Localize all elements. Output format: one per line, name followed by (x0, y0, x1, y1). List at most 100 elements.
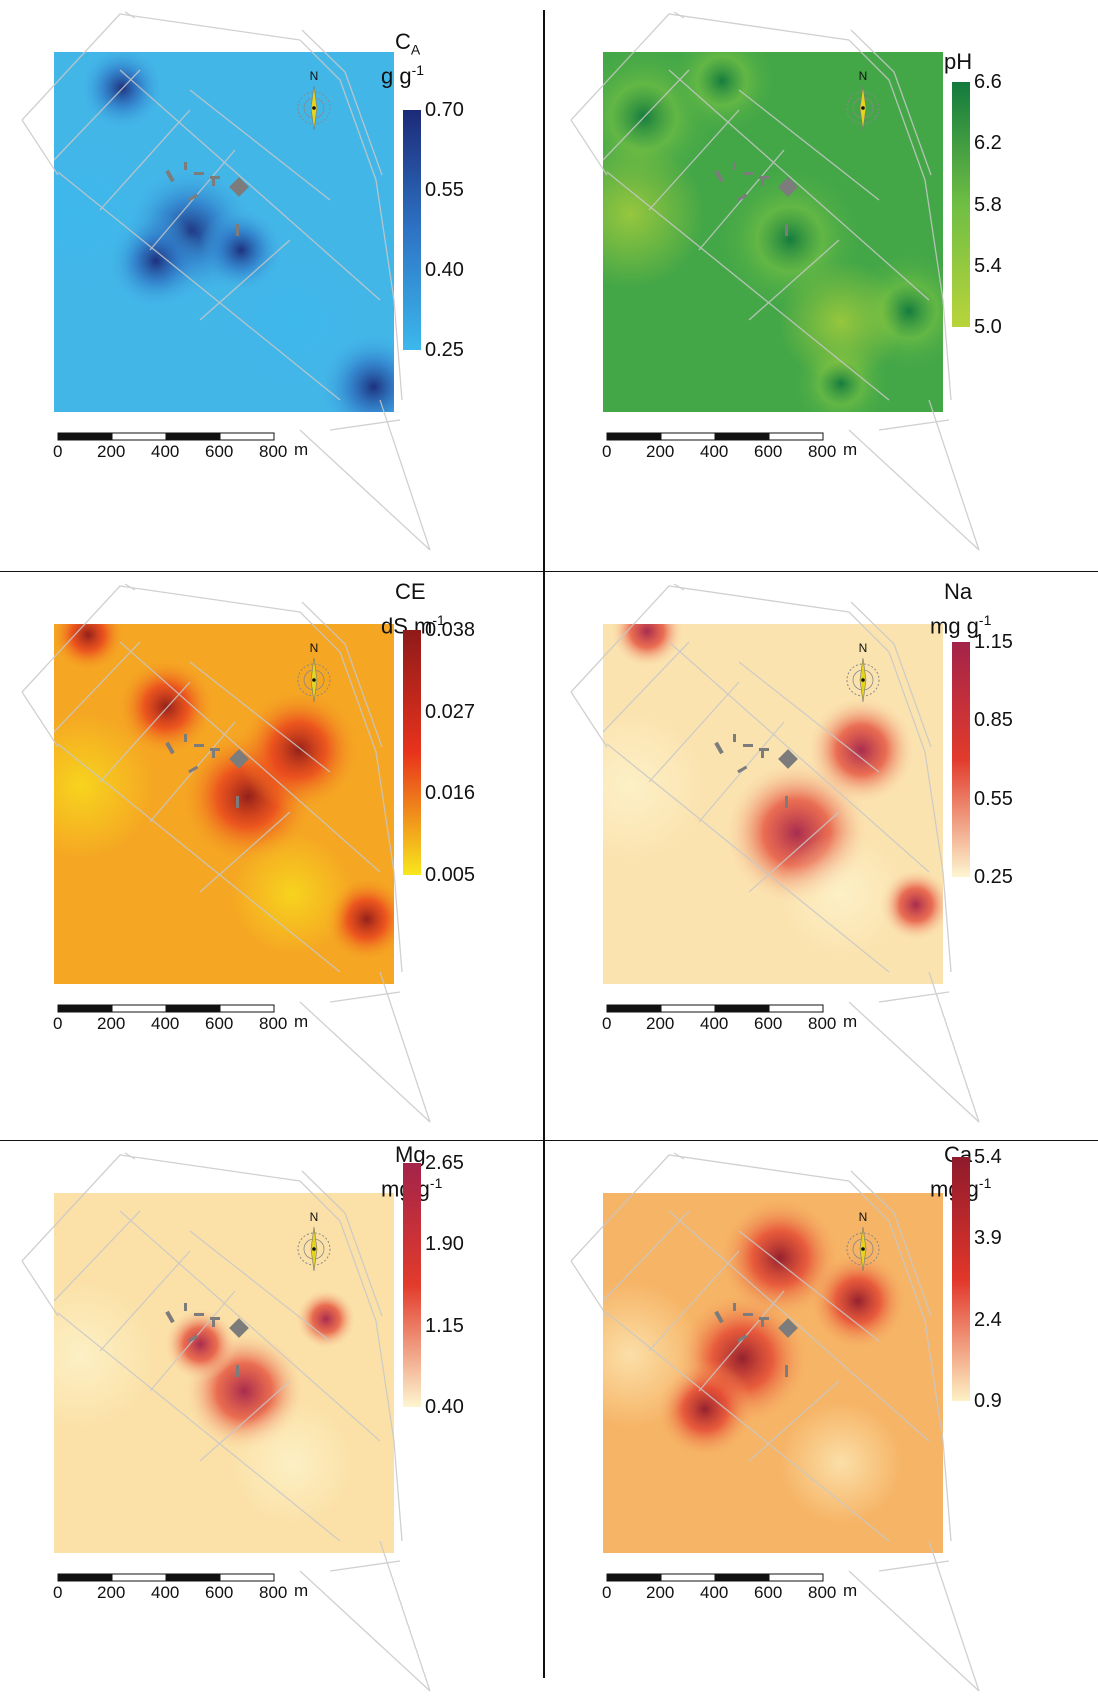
scale-bar-label: 200 (97, 1014, 126, 1033)
legend-tick-label: 5.4 (974, 254, 1002, 277)
compass-rose-icon: N (846, 1210, 880, 1272)
scale-bar-label: 600 (205, 1014, 234, 1033)
legend-tick-label: 6.2 (974, 132, 1002, 155)
color-scale-bar (403, 110, 421, 350)
scale-bar-unit: m (843, 1012, 858, 1031)
compass-north-label: N (310, 641, 319, 655)
horizontal-divider-top-left (0, 571, 543, 572)
hotspot (295, 1288, 357, 1350)
hotspot (117, 657, 216, 756)
legend-title-text: pH (944, 49, 973, 74)
legend-tick-label: 2.4 (974, 1308, 1002, 1331)
map-canvas: N (21, 583, 431, 1123)
scale-bar-label: 400 (700, 1014, 729, 1033)
color-scale-bar (952, 82, 970, 327)
legend-unit-superscript: -1 (978, 1175, 992, 1191)
parcel-boundaries (21, 583, 431, 1123)
map-panel-na: N Na mg g-1 1.15 0.85 0.55 0.25 0 200 400 600 800 m (549, 572, 1098, 1132)
scale-bar-label: 200 (646, 442, 675, 461)
scale-bar-label: 0 (53, 1583, 63, 1602)
legend-tick-label: 0.027 (425, 700, 476, 723)
scale-bar-unit: m (843, 440, 858, 459)
legend-tick-label: 0.55 (425, 179, 464, 201)
color-scale-bar (403, 630, 421, 875)
horizontal-divider-bottom-left (0, 1140, 543, 1141)
legend-tick-label: 0.70 (425, 99, 464, 121)
scale-bar (606, 1573, 824, 1582)
scale-bar-label: 200 (646, 1014, 675, 1033)
map-canvas: N (570, 583, 980, 1123)
hotspot (806, 694, 917, 806)
legend-tick-label: 1.15 (425, 1314, 464, 1337)
compass-rose-icon: N (846, 641, 880, 703)
legend-tick-label: 0.25 (974, 866, 1013, 888)
hotspot (237, 688, 360, 812)
parcel-boundaries (570, 11, 980, 551)
legend-unit: mg g-1 (930, 608, 991, 638)
map-panel-ca2: N Ca mg g-1 5.4 3.9 2.4 0.9 0 200 400 600 800 m (549, 1141, 1098, 1701)
scale-bar-unit: m (843, 1581, 858, 1600)
buildings (714, 1303, 798, 1377)
scale-bar-label: 400 (700, 442, 729, 461)
legend-tick-label: 1.90 (425, 1233, 464, 1256)
scale-bar-label: 400 (700, 1583, 729, 1602)
legend-tick-label: 6.6 (974, 71, 1002, 93)
legend-unit-superscript: -1 (432, 612, 445, 628)
legend-title-text: Mg (395, 1142, 426, 1167)
legend-tick-label: 0.40 (425, 259, 464, 281)
scale-bar-label: 0 (602, 442, 612, 461)
horizontal-divider-top-right (545, 571, 1098, 572)
scale-bar-label: 600 (754, 1014, 783, 1033)
parcel-boundaries (570, 1152, 980, 1692)
map-canvas: N (570, 11, 980, 551)
compass-north-label: N (310, 69, 319, 83)
scale-bar-label: 200 (646, 1583, 675, 1602)
map-canvas: N (21, 11, 431, 551)
color-scale-bar (403, 1163, 421, 1407)
legend-tick-label: 5.4 (974, 1146, 1002, 1168)
legend-title: pH (944, 50, 972, 74)
parcel-boundaries (21, 1152, 431, 1692)
scale-bar-unit: m (294, 1581, 309, 1600)
vertical-divider (543, 10, 545, 1678)
scale-bar (606, 432, 824, 441)
hotspot (163, 1307, 237, 1381)
legend-title-text: CE (395, 579, 426, 604)
legend-unit-superscript: -1 (411, 62, 425, 78)
legend-unit-text: g g (381, 63, 412, 89)
scale-bar-unit: m (294, 1012, 309, 1031)
hotspot (666, 52, 778, 136)
map-canvas: N (21, 1152, 431, 1692)
buildings (165, 1303, 249, 1377)
legend-tick-label: 0.55 (974, 787, 1013, 810)
scale-bar-label: 800 (808, 442, 837, 461)
scale-bar-label: 800 (808, 1014, 837, 1033)
map-canvas: N (570, 1152, 980, 1692)
legend-title: CE (395, 580, 426, 604)
legend-tick-label: 3.9 (974, 1227, 1002, 1250)
legend-unit-text: mg g (930, 613, 979, 639)
compass-north-label: N (859, 1210, 868, 1224)
scale-bar (57, 1004, 275, 1013)
legend-unit: g g-1 (381, 58, 424, 88)
map-panel-mg: N Mg mg g-1 2.65 1.90 1.15 0.40 0 200 400 600 800 m (0, 1141, 549, 1701)
legend-unit-superscript: -1 (429, 1175, 443, 1191)
scale-bar-label: 800 (259, 442, 288, 461)
scale-bar-label: 0 (602, 1583, 612, 1602)
scale-bar-label: 0 (53, 442, 63, 461)
legend-tick-label: 5.0 (974, 316, 1002, 338)
legend-title: Na (944, 580, 972, 604)
compass-rose-icon: N (297, 641, 331, 703)
color-scale-bar (952, 1157, 970, 1401)
legend-title-text: C (395, 29, 411, 54)
compass-rose-icon: N (846, 69, 880, 131)
map-panel-ce: N CE dS m-1 0.038 0.027 0.016 0.005 0 200 400 600 8… (0, 572, 549, 1132)
buildings (165, 162, 249, 236)
legend-title: Mg (395, 1143, 426, 1167)
parcel-boundaries (570, 583, 980, 1123)
scale-bar-label: 600 (754, 1583, 783, 1602)
map-panel-ca: N CA g g-1 0.70 0.55 0.40 0.25 0 200 400 600 800 m (0, 0, 549, 560)
legend-unit-superscript: -1 (978, 612, 992, 628)
scale-bar-label: 600 (205, 1583, 234, 1602)
horizontal-divider-bottom-right (545, 1140, 1098, 1141)
